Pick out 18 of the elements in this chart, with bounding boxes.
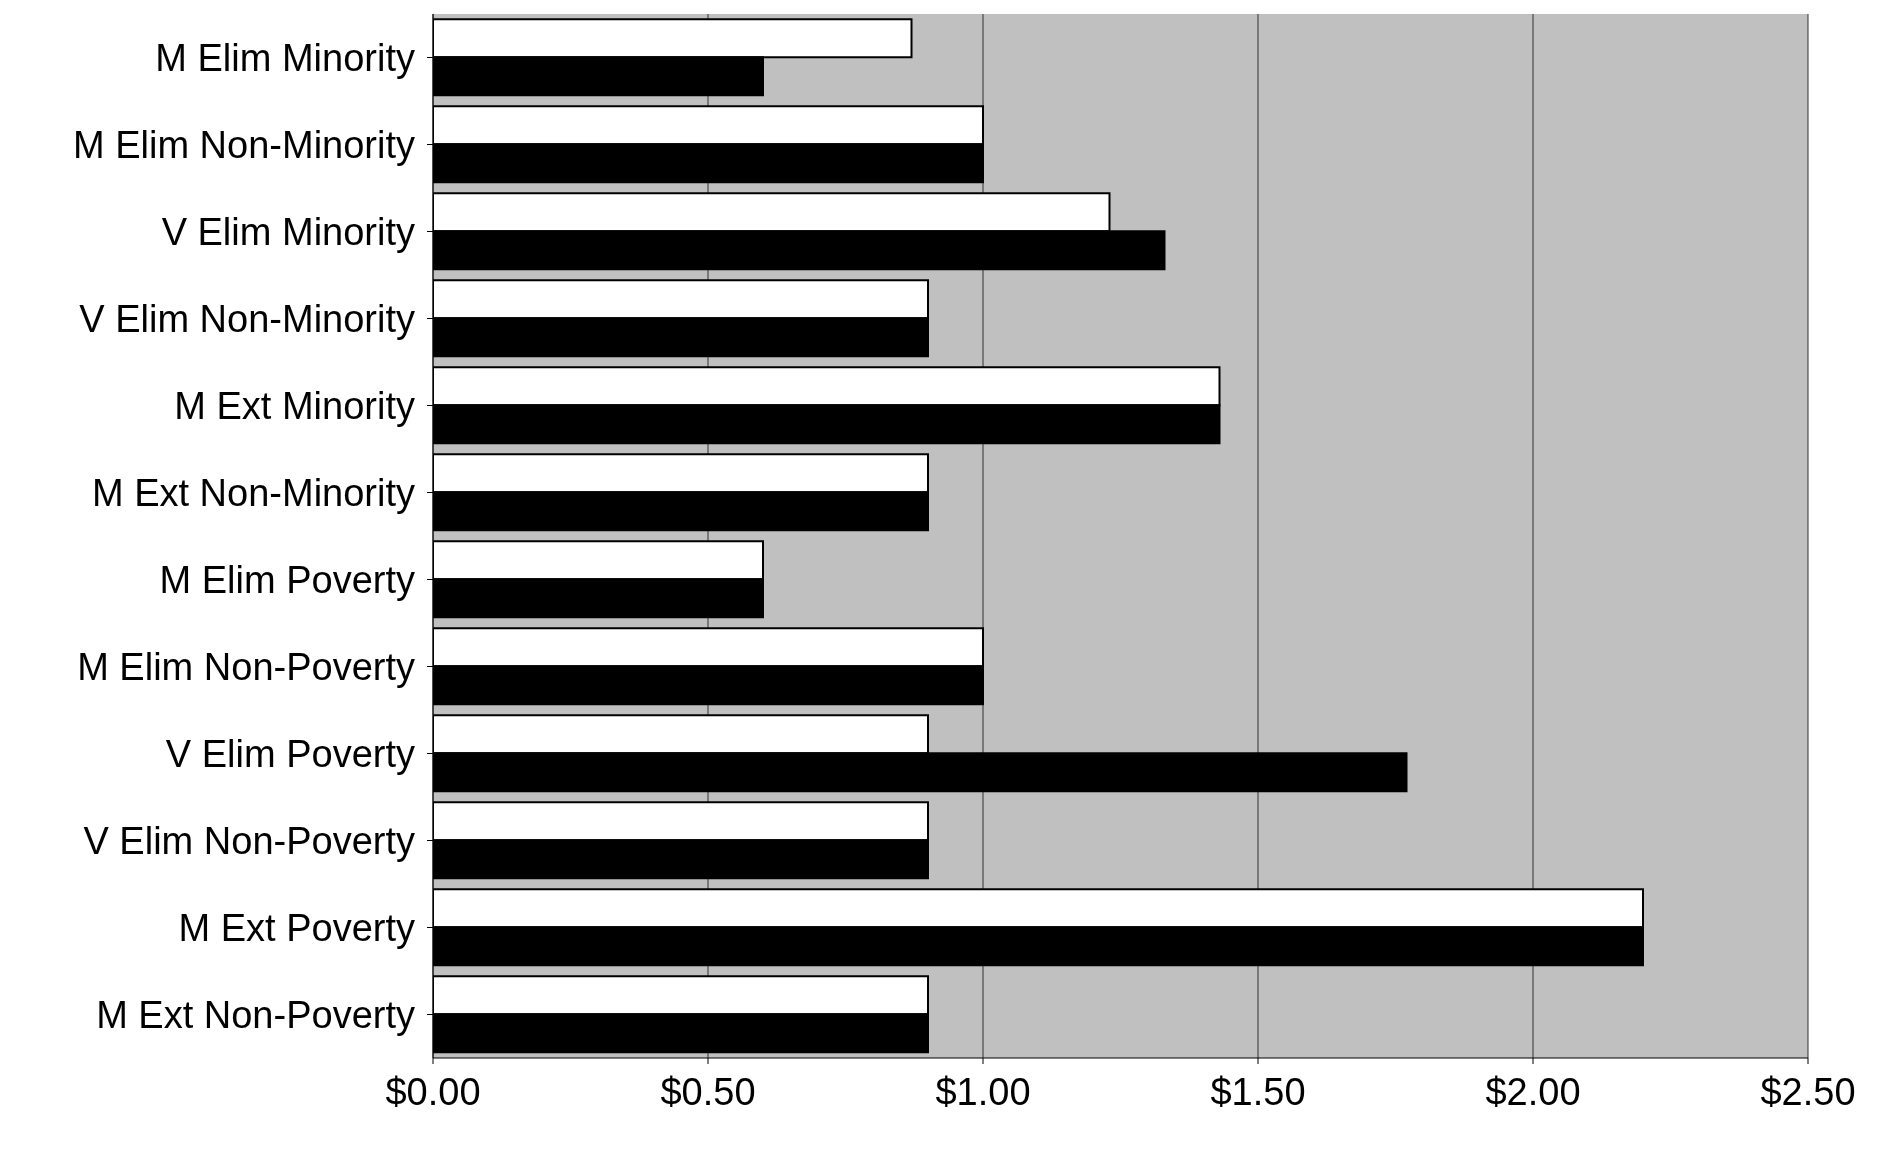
x-tick-label: $0.50 [660, 1070, 756, 1113]
y-tick-label: M Elim Poverty [159, 558, 415, 601]
y-tick-label: M Elim Non-Minority [72, 123, 415, 166]
y-tick-label: V Elim Minority [161, 210, 415, 253]
y-tick-label: M Elim Non-Poverty [77, 645, 415, 688]
x-tick-label: $2.50 [1760, 1070, 1856, 1113]
y-tick-label: M Ext Minority [174, 384, 415, 427]
x-tick-label: $2.00 [1485, 1070, 1581, 1113]
x-tick-label: $1.50 [1210, 1070, 1306, 1113]
y-tick-label: M Elim Minority [155, 36, 415, 79]
y-tick-label: M Ext Non-Minority [91, 471, 415, 514]
x-tick-label: $0.00 [385, 1070, 481, 1113]
y-tick-label: M Ext Poverty [178, 906, 415, 949]
y-tick-label: M Ext Non-Poverty [96, 993, 415, 1036]
y-tick-label: V Elim Non-Minority [79, 297, 415, 340]
y-tick-label: V Elim Non-Poverty [83, 819, 415, 862]
y-tick-label: V Elim Poverty [165, 732, 415, 775]
x-tick-label: $1.00 [935, 1070, 1031, 1113]
